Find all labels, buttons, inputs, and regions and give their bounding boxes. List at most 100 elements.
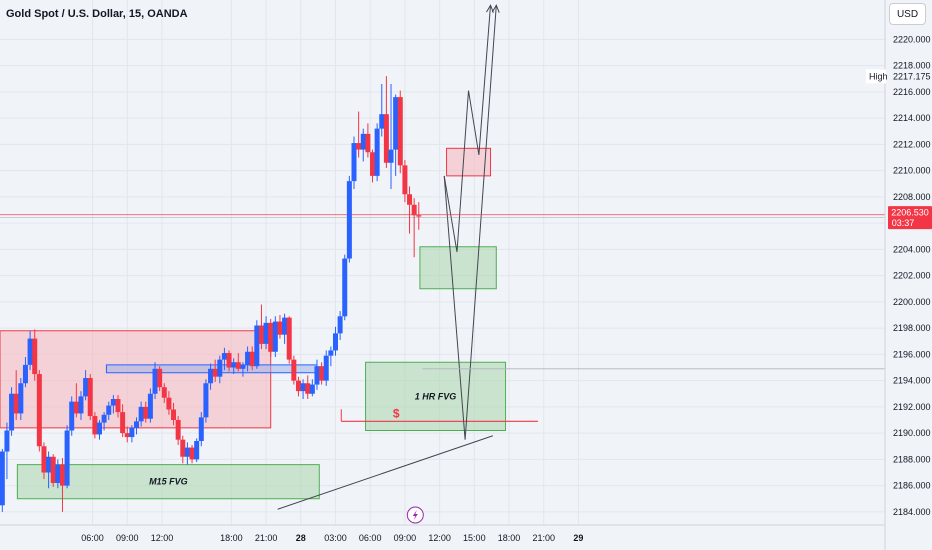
candle[interactable]: [101, 412, 107, 431]
candle[interactable]: [328, 346, 334, 367]
candle[interactable]: [83, 370, 89, 401]
candle[interactable]: [332, 326, 338, 356]
candle[interactable]: [226, 350, 232, 372]
supply-zone[interactable]: [446, 147, 492, 177]
candle[interactable]: [157, 366, 163, 392]
candle[interactable]: [59, 458, 65, 512]
candle[interactable]: [78, 391, 84, 420]
candle[interactable]: [87, 374, 93, 420]
candle[interactable]: [240, 362, 246, 377]
candle[interactable]: [286, 316, 292, 364]
candle[interactable]: [152, 362, 158, 399]
candle[interactable]: [46, 451, 52, 489]
candle[interactable]: [92, 412, 98, 439]
candle[interactable]: [208, 363, 214, 390]
candle[interactable]: [180, 435, 186, 464]
candle[interactable]: [337, 311, 343, 340]
candle[interactable]: [356, 111, 362, 158]
candle[interactable]: [268, 318, 274, 357]
candle[interactable]: [194, 438, 200, 462]
candle[interactable]: [383, 76, 389, 168]
candle[interactable]: [212, 359, 218, 382]
candle[interactable]: [96, 420, 102, 440]
candle[interactable]: [22, 357, 28, 388]
candle[interactable]: [27, 330, 33, 371]
candle[interactable]: [134, 417, 140, 435]
candle[interactable]: [147, 388, 153, 423]
candle[interactable]: [110, 395, 116, 414]
candle[interactable]: [41, 442, 47, 480]
candle[interactable]: [0, 448, 5, 512]
candle[interactable]: [254, 320, 260, 369]
candle[interactable]: [388, 84, 394, 189]
candle[interactable]: [64, 425, 70, 489]
candle[interactable]: [374, 123, 380, 182]
candle[interactable]: [115, 395, 121, 418]
candle[interactable]: [282, 313, 288, 344]
candle[interactable]: [189, 444, 195, 464]
projection-path[interactable]: [443, 5, 491, 253]
candle[interactable]: [18, 378, 24, 420]
candle[interactable]: [416, 202, 422, 230]
candle[interactable]: [300, 379, 306, 399]
candle[interactable]: [69, 396, 75, 436]
candle[interactable]: [249, 346, 255, 371]
candle[interactable]: [231, 358, 237, 375]
candle[interactable]: [73, 383, 79, 418]
candle[interactable]: [235, 353, 241, 372]
candle[interactable]: [351, 136, 357, 190]
candle[interactable]: [263, 316, 269, 350]
candle[interactable]: [319, 362, 325, 385]
candle[interactable]: [346, 175, 352, 263]
candle[interactable]: [397, 90, 403, 174]
candle[interactable]: [129, 425, 135, 443]
candle[interactable]: [393, 94, 399, 176]
red-range-zone[interactable]: [0, 330, 272, 429]
projection-path[interactable]: [443, 5, 497, 440]
candle[interactable]: [198, 412, 204, 447]
upper-fvg-zone[interactable]: [419, 246, 497, 290]
candle[interactable]: [32, 329, 38, 381]
candle[interactable]: [309, 379, 315, 397]
candle[interactable]: [184, 442, 190, 465]
candle[interactable]: [323, 350, 329, 386]
candle[interactable]: [143, 401, 149, 423]
candle[interactable]: [171, 402, 177, 426]
candle[interactable]: [370, 149, 376, 183]
candle[interactable]: [120, 404, 126, 438]
candle[interactable]: [277, 315, 283, 339]
candle[interactable]: [291, 355, 297, 385]
candle[interactable]: [360, 128, 366, 162]
candle[interactable]: [175, 416, 181, 445]
candle[interactable]: [161, 383, 167, 403]
candle[interactable]: [55, 459, 61, 489]
candle[interactable]: [407, 186, 413, 234]
candle[interactable]: [124, 426, 130, 443]
candle[interactable]: [217, 355, 223, 384]
candle[interactable]: [258, 304, 264, 350]
candle[interactable]: [4, 422, 10, 480]
candle[interactable]: [342, 254, 348, 321]
1hr-fvg-zone[interactable]: [365, 361, 507, 431]
candle[interactable]: [203, 379, 209, 423]
candle[interactable]: [9, 387, 15, 436]
currency-button[interactable]: USD: [889, 3, 926, 25]
candle[interactable]: [365, 123, 371, 158]
candle[interactable]: [314, 359, 320, 390]
candle[interactable]: [295, 376, 301, 397]
candle[interactable]: [50, 454, 56, 487]
candle[interactable]: [272, 316, 278, 357]
candle[interactable]: [166, 391, 172, 415]
candle[interactable]: [221, 347, 227, 371]
rising-trendline[interactable]: [277, 435, 493, 510]
candle[interactable]: [305, 375, 311, 399]
candle[interactable]: [13, 370, 19, 420]
candle[interactable]: [245, 346, 251, 372]
candle[interactable]: [106, 401, 112, 420]
candle[interactable]: [138, 401, 144, 427]
candle[interactable]: [402, 160, 408, 203]
candle[interactable]: [36, 370, 42, 452]
candle[interactable]: [379, 84, 385, 137]
